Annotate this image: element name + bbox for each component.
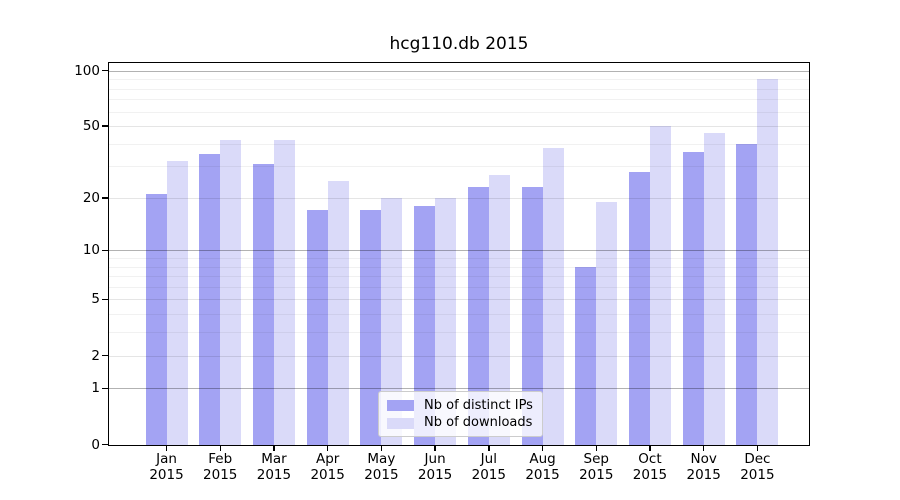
legend-item-downloads: Nb of downloads xyxy=(387,415,534,432)
gridline-4 xyxy=(108,314,810,316)
bar-nb-of-downloads-apr xyxy=(327,180,349,445)
legend-swatch-downloads xyxy=(387,417,414,429)
y-tick-label-10: 10 xyxy=(82,242,100,259)
bar-nb-of-downloads-aug xyxy=(542,147,564,445)
gridline-80 xyxy=(108,88,810,90)
y-tick-50 xyxy=(101,125,108,127)
y-tick-label-20: 20 xyxy=(82,189,100,206)
gridline-6 xyxy=(108,286,810,288)
legend: Nb of distinct IPs Nb of downloads xyxy=(378,391,543,437)
plot-area xyxy=(108,62,810,446)
y-tick-label-100: 100 xyxy=(74,62,100,79)
x-tick-label-may: May 2015 xyxy=(364,451,399,483)
bar-nb-of-distinct-ips-nov xyxy=(682,152,704,445)
x-tick-feb xyxy=(219,446,221,451)
bar-nb-of-distinct-ips-oct xyxy=(628,171,650,445)
y-tick-20 xyxy=(101,197,108,199)
gridline-60 xyxy=(108,111,810,113)
x-tick-nov xyxy=(703,446,705,451)
bar-nb-of-downloads-oct xyxy=(649,126,671,445)
x-tick-label-apr: Apr 2015 xyxy=(310,451,345,483)
x-tick-label-oct: Oct 2015 xyxy=(632,451,668,483)
y-tick-label-0: 0 xyxy=(91,436,100,453)
gridline-30 xyxy=(108,166,810,168)
bar-nb-of-distinct-ips-may xyxy=(360,210,382,445)
gridline-2 xyxy=(108,355,810,357)
x-tick-label-sep: Sep 2015 xyxy=(579,451,614,483)
y-tick-1 xyxy=(101,387,108,390)
bar-nb-of-distinct-ips-aug xyxy=(521,187,543,445)
x-tick-aug xyxy=(541,446,544,451)
x-tick-label-jun: Jun 2015 xyxy=(417,451,453,483)
gridline-9 xyxy=(108,257,810,259)
gridline-40 xyxy=(108,143,810,145)
gridline-5 xyxy=(108,299,810,301)
gridline-50 xyxy=(108,126,810,128)
bar-nb-of-downloads-sep xyxy=(596,201,618,445)
gridline-90 xyxy=(108,79,810,81)
gridline-70 xyxy=(108,99,810,101)
y-tick-100 xyxy=(101,69,108,72)
legend-label: Nb of distinct IPs xyxy=(424,397,533,413)
bar-nb-of-downloads-jul xyxy=(488,174,510,445)
x-tick-label-jul: Jul 2015 xyxy=(471,451,506,483)
x-tick-label-mar: Mar 2015 xyxy=(256,451,292,483)
bar-nb-of-distinct-ips-dec xyxy=(736,143,758,445)
x-tick-may xyxy=(380,446,383,451)
bar-nb-of-distinct-ips-jun xyxy=(414,206,436,445)
bar-nb-of-distinct-ips-jan xyxy=(145,194,167,445)
bar-nb-of-distinct-ips-sep xyxy=(575,266,597,445)
x-tick-dec xyxy=(756,446,759,451)
bar-nb-of-distinct-ips-apr xyxy=(306,210,328,445)
bar-nb-of-distinct-ips-jul xyxy=(467,187,489,445)
bar-nb-of-downloads-may xyxy=(381,197,403,445)
bar-nb-of-downloads-jun xyxy=(435,197,457,445)
y-tick-label-2: 2 xyxy=(91,347,100,364)
gridline-100 xyxy=(108,70,810,72)
y-tick-label-1: 1 xyxy=(91,380,100,397)
gridline-20 xyxy=(108,197,810,199)
x-tick-mar xyxy=(273,446,275,451)
x-tick-oct xyxy=(649,446,651,451)
legend-swatch-distinct-ips xyxy=(387,400,414,412)
y-tick-0 xyxy=(101,443,108,446)
gridline-1 xyxy=(108,388,810,390)
bar-nb-of-downloads-feb xyxy=(220,139,242,445)
x-tick-jul xyxy=(488,446,490,451)
bar-nb-of-downloads-jan xyxy=(166,161,188,445)
x-tick-label-feb: Feb 2015 xyxy=(203,451,238,483)
bar-nb-of-distinct-ips-mar xyxy=(252,163,274,445)
y-tick-label-50: 50 xyxy=(82,118,100,135)
y-tick-5 xyxy=(101,298,108,301)
x-tick-label-dec: Dec 2015 xyxy=(740,451,775,483)
x-tick-label-jan: Jan 2015 xyxy=(149,451,184,483)
gridline-10 xyxy=(108,250,810,252)
x-tick-label-aug: Aug 2015 xyxy=(525,451,560,483)
legend-item-distinct-ips: Nb of distinct IPs xyxy=(387,397,534,414)
x-tick-label-nov: Nov 2015 xyxy=(686,451,721,483)
grid-layer xyxy=(108,62,810,446)
gridline-8 xyxy=(108,266,810,268)
x-tick-apr xyxy=(326,446,329,451)
legend-label: Nb of downloads xyxy=(424,415,533,431)
chart-title: hcg110.db 2015 xyxy=(389,34,529,54)
gridline-7 xyxy=(108,276,810,278)
x-tick-jan xyxy=(165,446,168,451)
bar-nb-of-downloads-dec xyxy=(757,79,779,445)
x-tick-jun xyxy=(434,446,436,451)
x-tick-sep xyxy=(595,446,597,451)
bar-nb-of-downloads-mar xyxy=(273,139,295,445)
bar-nb-of-distinct-ips-feb xyxy=(199,154,221,445)
bar-nb-of-downloads-nov xyxy=(703,132,725,445)
y-tick-label-5: 5 xyxy=(91,291,100,308)
gridline-3 xyxy=(108,332,810,334)
y-tick-10 xyxy=(101,249,108,251)
y-tick-2 xyxy=(101,354,108,357)
